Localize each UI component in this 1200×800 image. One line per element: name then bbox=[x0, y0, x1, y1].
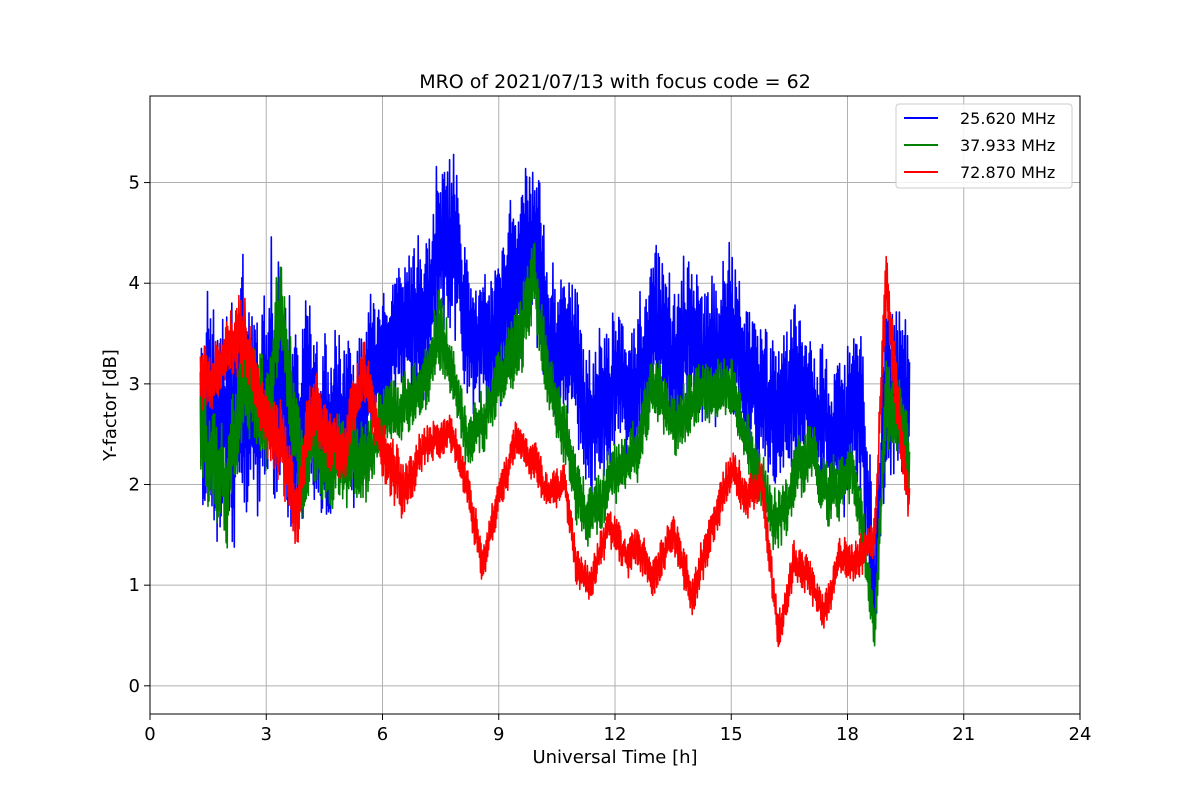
x-tick-label: 6 bbox=[377, 724, 388, 745]
y-tick-label: 1 bbox=[129, 575, 140, 596]
x-tick-label: 15 bbox=[720, 724, 743, 745]
legend-box bbox=[895, 103, 1073, 189]
x-tick-label: 0 bbox=[144, 724, 155, 745]
y-tick-label: 2 bbox=[129, 475, 140, 496]
legend-label-2: 72.870 MHz bbox=[960, 163, 1055, 182]
x-tick-label: 12 bbox=[604, 724, 627, 745]
y-axis-label: Y-factor [dB] bbox=[100, 349, 121, 462]
x-tick-label: 3 bbox=[261, 724, 272, 745]
series-layer bbox=[199, 153, 911, 648]
legend: 25.620 MHz 37.933 MHz 72.870 MHz bbox=[895, 103, 1073, 189]
x-tick-label: 21 bbox=[952, 724, 975, 745]
y-tick-label: 0 bbox=[129, 676, 140, 697]
x-tick-label: 24 bbox=[1069, 724, 1092, 745]
y-tick-label: 4 bbox=[129, 273, 140, 294]
legend-label-1: 37.933 MHz bbox=[960, 136, 1055, 155]
y-tick-label: 5 bbox=[129, 173, 140, 194]
x-tick-label: 9 bbox=[493, 724, 504, 745]
chart-title: MRO of 2021/07/13 with focus code = 62 bbox=[419, 71, 811, 93]
legend-label-0: 25.620 MHz bbox=[960, 109, 1055, 128]
series-line-2 bbox=[199, 255, 911, 648]
y-tick-label: 3 bbox=[129, 374, 140, 395]
x-axis-label: Universal Time [h] bbox=[532, 747, 697, 768]
series-line-1 bbox=[199, 242, 911, 647]
x-tick-label: 18 bbox=[836, 724, 859, 745]
